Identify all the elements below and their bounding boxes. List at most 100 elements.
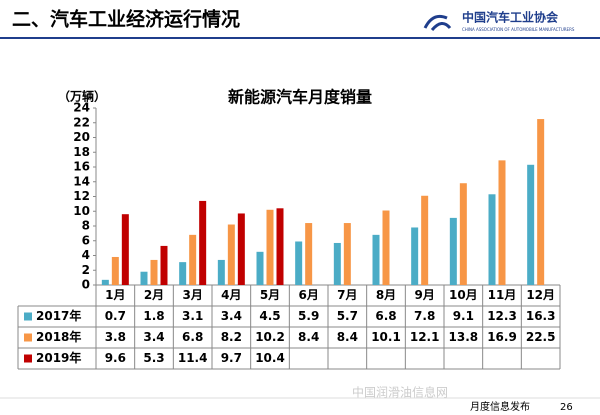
bar bbox=[449, 217, 457, 285]
y-axis-label: （万辆） bbox=[58, 89, 106, 104]
bar bbox=[459, 183, 467, 285]
legend-label: 2017年 bbox=[36, 308, 81, 323]
y-tick-label: 18 bbox=[73, 145, 90, 159]
table-cell: 7.8 bbox=[414, 309, 435, 323]
table-cell: 9.7 bbox=[221, 351, 242, 365]
y-tick-label: 0 bbox=[82, 278, 90, 292]
y-tick-label: 2 bbox=[82, 263, 90, 277]
y-tick-label: 10 bbox=[73, 204, 90, 218]
table-cell: 10.1 bbox=[371, 330, 401, 344]
bar bbox=[150, 259, 158, 285]
x-tick-label: 3月 bbox=[182, 288, 202, 302]
table-cell: 8.2 bbox=[221, 330, 242, 344]
y-tick-label: 20 bbox=[73, 130, 90, 144]
table-cell: 10.4 bbox=[255, 351, 285, 365]
bar bbox=[295, 241, 303, 285]
table-cell: 8.4 bbox=[298, 330, 319, 344]
y-tick-label: 8 bbox=[82, 219, 90, 233]
x-tick-label: 11月 bbox=[488, 288, 517, 302]
bar bbox=[498, 160, 506, 285]
bar bbox=[237, 213, 245, 285]
table-cell: 16.3 bbox=[526, 309, 556, 323]
bar bbox=[199, 200, 207, 285]
y-tick-label: 12 bbox=[73, 189, 90, 203]
page-number: 26 bbox=[560, 402, 573, 413]
table-cell: 11.4 bbox=[178, 351, 208, 365]
y-tick-label: 4 bbox=[82, 248, 90, 262]
x-tick-label: 5月 bbox=[260, 288, 280, 302]
legend-swatch bbox=[24, 312, 32, 321]
table-cell: 3.8 bbox=[105, 330, 126, 344]
legend-swatch bbox=[24, 354, 32, 363]
x-tick-label: 8月 bbox=[376, 288, 396, 302]
table-cell: 9.1 bbox=[453, 309, 474, 323]
bar bbox=[382, 210, 390, 285]
logo-icon bbox=[423, 14, 452, 31]
y-tick-label: 14 bbox=[73, 174, 90, 188]
bar bbox=[488, 194, 496, 285]
table-cell: 3.4 bbox=[221, 309, 242, 323]
bar bbox=[256, 251, 264, 285]
bar bbox=[411, 227, 419, 285]
bar bbox=[537, 119, 545, 285]
legend-label: 2018年 bbox=[36, 329, 81, 344]
slide-title: 二、汽车工业经济运行情况 bbox=[12, 8, 240, 31]
table-cell: 6.8 bbox=[375, 309, 396, 323]
x-tick-label: 2月 bbox=[144, 288, 164, 302]
bar bbox=[189, 234, 197, 285]
table-cell: 5.7 bbox=[337, 309, 358, 323]
logo-text: 中国汽车工业协会 bbox=[462, 10, 559, 25]
x-tick-label: 1月 bbox=[105, 288, 125, 302]
table-cell: 5.9 bbox=[298, 309, 319, 323]
bar bbox=[111, 256, 119, 285]
table-cell: 10.2 bbox=[255, 330, 285, 344]
table-cell: 0.7 bbox=[105, 309, 126, 323]
x-tick-label: 4月 bbox=[221, 288, 241, 302]
table-cell: 13.8 bbox=[449, 330, 479, 344]
bar bbox=[227, 224, 235, 285]
y-tick-label: 24 bbox=[73, 101, 90, 115]
y-tick-label: 22 bbox=[73, 115, 90, 129]
table-cell: 12.1 bbox=[410, 330, 440, 344]
legend-label: 2019年 bbox=[36, 350, 81, 365]
bar bbox=[101, 279, 109, 285]
table-cell: 8.4 bbox=[337, 330, 358, 344]
table-cell: 22.5 bbox=[526, 330, 556, 344]
watermark: 中国润滑油信息网 bbox=[352, 385, 448, 400]
y-tick-label: 16 bbox=[73, 160, 90, 174]
bar bbox=[343, 223, 351, 285]
table-cell: 12.3 bbox=[487, 309, 517, 323]
table-cell: 3.4 bbox=[143, 330, 164, 344]
footer-text: 月度信息发布 bbox=[470, 400, 530, 413]
bar bbox=[276, 208, 284, 285]
bar bbox=[140, 271, 148, 285]
bar bbox=[421, 195, 429, 285]
bar bbox=[305, 223, 313, 285]
table-cell: 3.1 bbox=[182, 309, 203, 323]
bar bbox=[333, 242, 341, 285]
x-tick-label: 12月 bbox=[526, 288, 555, 302]
legend-swatch bbox=[24, 333, 32, 342]
table-cell: 5.3 bbox=[143, 351, 164, 365]
bar bbox=[121, 214, 129, 285]
y-tick-label: 6 bbox=[82, 233, 90, 247]
bar bbox=[527, 164, 535, 285]
chart-title: 新能源汽车月度销量 bbox=[228, 88, 372, 107]
logo-subtext: CHINA ASSOCIATION OF AUTOMOBILE MANUFACT… bbox=[462, 27, 575, 32]
bar bbox=[179, 262, 187, 285]
table-cell: 9.6 bbox=[105, 351, 126, 365]
bar bbox=[266, 209, 274, 285]
table-cell: 16.9 bbox=[487, 330, 517, 344]
bar bbox=[217, 259, 225, 285]
x-tick-label: 10月 bbox=[449, 288, 478, 302]
x-tick-label: 6月 bbox=[298, 288, 318, 302]
table-cell: 6.8 bbox=[182, 330, 203, 344]
x-tick-label: 9月 bbox=[414, 288, 434, 302]
table-cell: 1.8 bbox=[143, 309, 164, 323]
table-cell: 4.5 bbox=[259, 309, 280, 323]
x-tick-label: 7月 bbox=[337, 288, 357, 302]
bar bbox=[160, 245, 168, 285]
bar bbox=[372, 234, 380, 285]
